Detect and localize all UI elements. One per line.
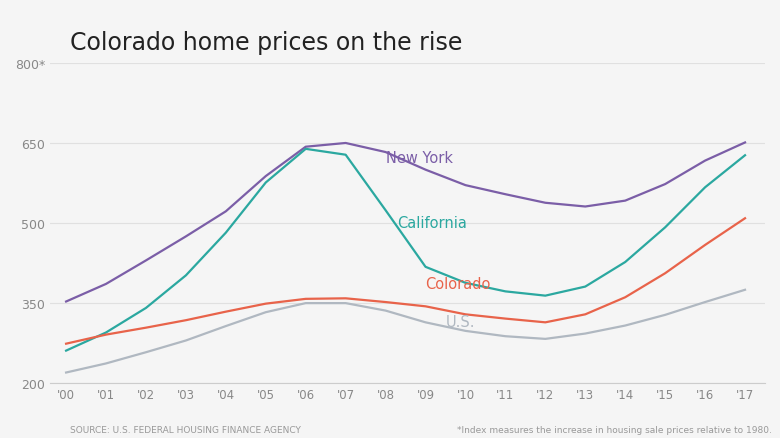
Text: California: California	[398, 216, 467, 231]
Text: New York: New York	[385, 150, 452, 165]
Text: Colorado home prices on the rise: Colorado home prices on the rise	[70, 31, 463, 55]
Text: SOURCE: U.S. FEDERAL HOUSING FINANCE AGENCY: SOURCE: U.S. FEDERAL HOUSING FINANCE AGE…	[70, 424, 301, 434]
Text: *Index measures the increase in housing sale prices relative to 1980.: *Index measures the increase in housing …	[457, 424, 772, 434]
Text: Colorado: Colorado	[426, 276, 491, 292]
Text: U.S.: U.S.	[445, 314, 475, 329]
